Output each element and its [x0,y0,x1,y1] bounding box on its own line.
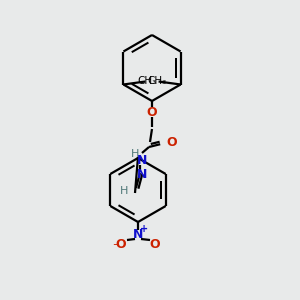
Text: O: O [166,136,177,149]
Text: O: O [116,238,126,250]
Text: N: N [137,169,147,182]
Text: H: H [131,149,139,159]
Text: O: O [147,106,157,118]
Text: CH₃: CH₃ [147,76,167,86]
Text: ⁻: ⁻ [112,242,118,254]
Text: +: + [140,224,148,234]
Text: N: N [137,154,147,166]
Text: O: O [150,238,160,250]
Text: N: N [133,229,143,242]
Text: H: H [120,186,128,196]
Text: CH₃: CH₃ [137,76,157,86]
